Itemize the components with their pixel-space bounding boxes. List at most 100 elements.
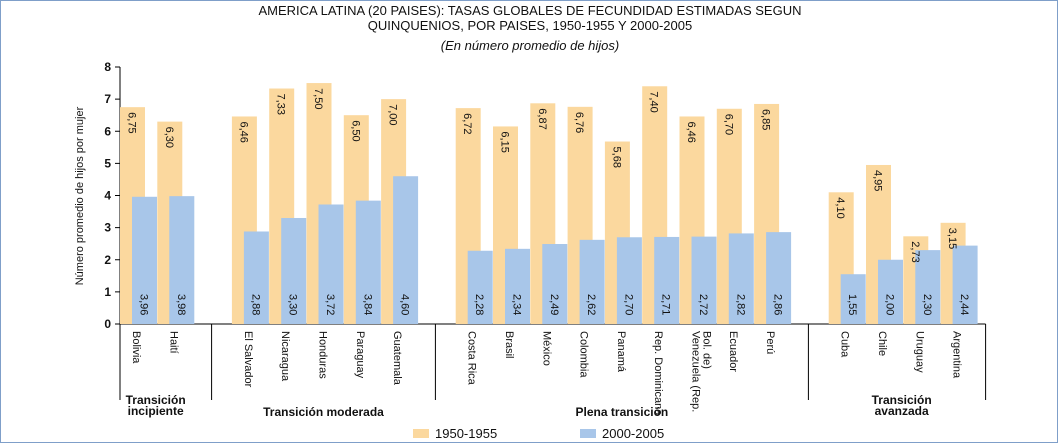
bar <box>132 196 157 324</box>
value-label: 4,60 <box>399 294 411 315</box>
y-tick-label: 1 <box>104 285 111 299</box>
bar <box>766 232 792 324</box>
legend-label: 1950-1955 <box>435 426 497 441</box>
group-label: avanzada <box>875 404 929 418</box>
value-label: 3,96 <box>138 294 150 315</box>
value-label: 4,10 <box>834 197 846 218</box>
value-label: 6,76 <box>573 112 585 133</box>
value-label: 4,95 <box>872 170 884 191</box>
value-label: 3,15 <box>946 228 958 249</box>
bar <box>878 259 903 324</box>
bar <box>355 200 381 324</box>
value-label: 6,70 <box>722 114 734 135</box>
x-tick-label: Colombia <box>578 331 590 378</box>
y-tick-label: 4 <box>104 189 111 203</box>
y-tick-label: 2 <box>104 253 111 267</box>
value-label: 3,98 <box>175 294 187 315</box>
bar <box>243 231 269 324</box>
bar <box>169 196 195 324</box>
x-tick-label: Haití <box>167 331 179 354</box>
group-label: Transición <box>126 393 186 407</box>
x-tick-label: Costa Rica <box>466 331 478 386</box>
x-tick-label: Argentina <box>951 331 963 379</box>
bar <box>728 233 754 324</box>
x-tick-label: Cuba <box>839 331 851 358</box>
chart-title-line: QUINQUENIOS, POR PAISES, 1950-1955 Y 200… <box>368 18 692 33</box>
value-label: 6,85 <box>760 109 772 130</box>
y-tick-label: 8 <box>104 60 111 74</box>
value-label: 2,28 <box>473 294 485 315</box>
bar <box>505 248 530 324</box>
y-tick-label: 0 <box>104 317 111 331</box>
value-label: 1,55 <box>846 294 858 315</box>
bar <box>616 237 642 324</box>
x-tick-label: Nicaragua <box>279 331 291 382</box>
value-label: 7,33 <box>275 94 287 115</box>
value-label: 7,00 <box>387 104 399 125</box>
legend-swatch <box>413 429 429 438</box>
bar <box>654 236 680 324</box>
value-label: 2,71 <box>660 294 672 315</box>
bar <box>915 250 941 324</box>
value-label: 2,30 <box>921 294 933 315</box>
value-label: 2,44 <box>958 294 970 315</box>
value-label: 3,30 <box>287 294 299 315</box>
value-label: 2,00 <box>884 294 896 315</box>
value-label: 6,46 <box>237 121 249 142</box>
value-label: 7,40 <box>648 91 660 112</box>
legend-swatch <box>580 429 596 438</box>
x-tick-label: Perú <box>764 331 776 354</box>
y-tick-label: 3 <box>104 221 111 235</box>
y-axis-label: Número promedio de hijos por mujer <box>74 106 86 285</box>
chart-title-line: AMERICA LATINA (20 PAISES): TASAS GLOBAL… <box>258 3 801 18</box>
x-tick-label: Paraguay <box>354 331 366 379</box>
value-label: 6,30 <box>163 127 175 148</box>
value-label: 6,46 <box>685 121 697 142</box>
x-tick-label: El Salvador <box>242 331 254 388</box>
bar <box>318 204 344 324</box>
value-label: 7,50 <box>312 88 324 109</box>
x-tick-label: Chile <box>876 331 888 356</box>
value-label: 5,68 <box>610 147 622 168</box>
y-tick-label: 5 <box>104 156 111 170</box>
x-tick-label: Uruguay <box>913 331 925 373</box>
bar <box>952 245 978 324</box>
value-label: 2,73 <box>909 241 921 262</box>
x-tick-label: Bol. de) <box>701 331 713 369</box>
value-label: 2,82 <box>734 294 746 315</box>
x-tick-label: Honduras <box>317 331 329 379</box>
value-label: 2,70 <box>622 294 634 315</box>
bar <box>840 274 866 324</box>
x-tick-label: Ecuador <box>727 331 739 372</box>
group-label: incipiente <box>128 404 184 418</box>
value-label: 3,72 <box>324 294 336 315</box>
group-label: Plena transición <box>576 405 669 419</box>
x-tick-label: Panamá <box>615 331 627 373</box>
bar <box>281 217 307 324</box>
group-label: Transición moderada <box>263 405 384 419</box>
value-label: 3,84 <box>361 294 373 315</box>
x-tick-label: Bolivia <box>130 331 142 364</box>
x-tick-label: Guatemala <box>391 331 403 386</box>
y-tick-label: 6 <box>104 124 111 138</box>
y-tick-label: 7 <box>104 92 111 106</box>
x-tick-label: Brasil <box>503 331 515 359</box>
value-label: 2,88 <box>249 294 261 315</box>
value-label: 6,75 <box>126 112 138 133</box>
bar <box>467 250 493 324</box>
bar <box>579 239 605 324</box>
value-label: 2,86 <box>772 294 784 315</box>
bar <box>393 176 419 324</box>
value-label: 6,50 <box>349 120 361 141</box>
value-label: 2,62 <box>585 294 597 315</box>
chart-subtitle: (En número promedio de hijos) <box>441 38 619 53</box>
value-label: 2,49 <box>548 294 560 315</box>
x-tick-label: Rep. Dominicana <box>652 331 664 416</box>
x-tick-label: Venezuela (Rep. <box>690 331 702 412</box>
bar <box>691 236 717 324</box>
value-label: 2,72 <box>697 294 709 315</box>
value-label: 2,34 <box>511 294 523 315</box>
